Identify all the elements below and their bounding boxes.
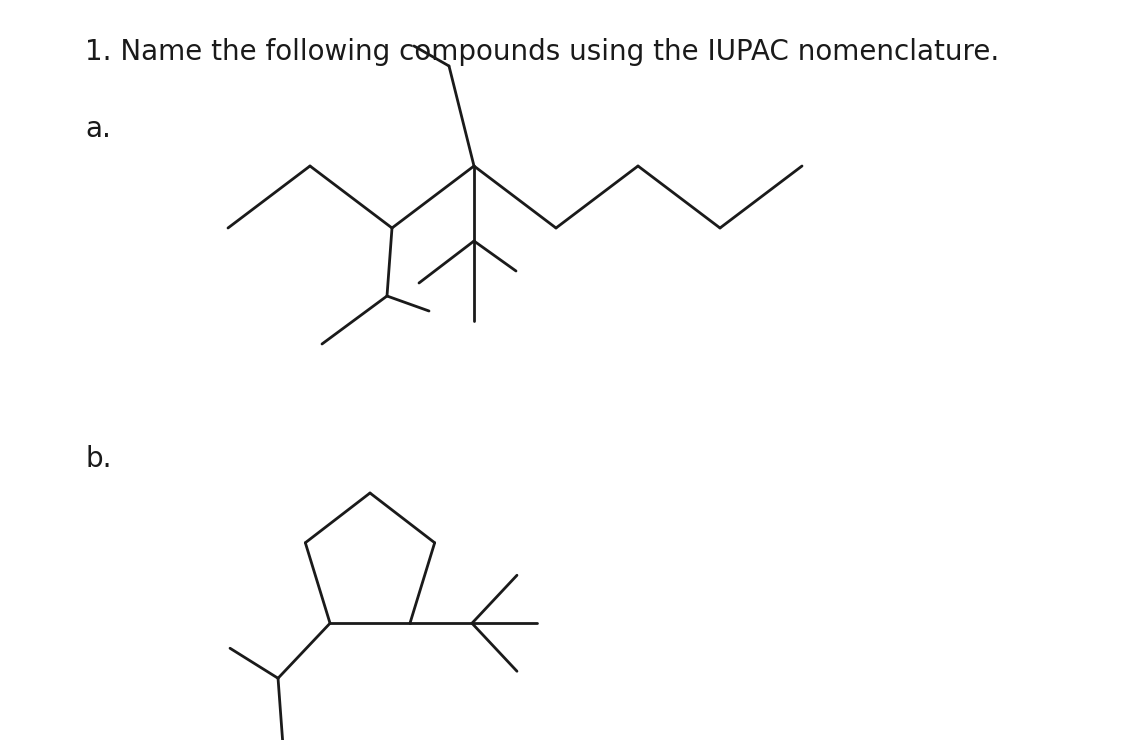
Text: b.: b.: [85, 445, 111, 473]
Text: a.: a.: [85, 115, 111, 143]
Text: 1. Name the following compounds using the IUPAC nomenclature.: 1. Name the following compounds using th…: [85, 38, 1000, 66]
